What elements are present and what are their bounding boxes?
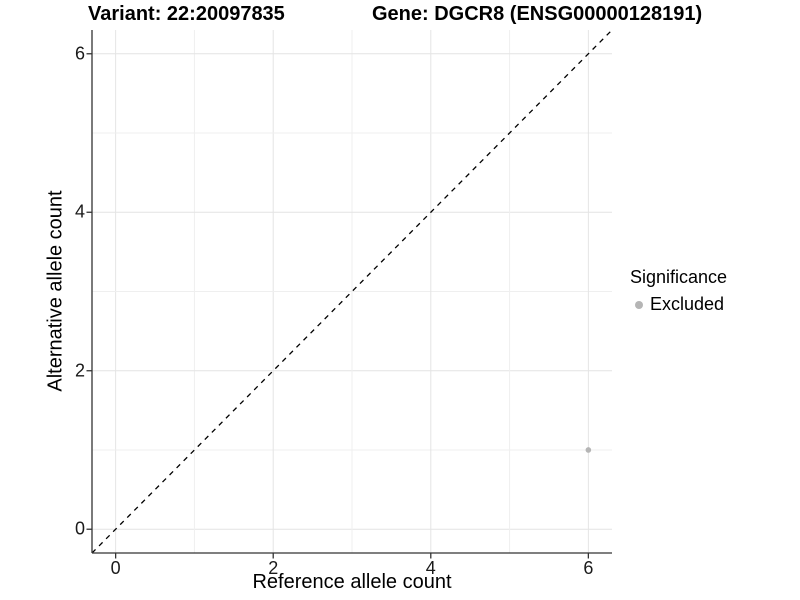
y-tick-label: 4	[74, 201, 85, 222]
plot-title-variant: Variant: 22:20097835	[88, 3, 285, 25]
y-axis-title: Alternative allele count	[44, 190, 67, 392]
x-tick-label: 6	[583, 558, 594, 578]
legend-title: Significance	[630, 267, 728, 287]
data-point	[585, 447, 592, 453]
y-tick-label: 6	[74, 43, 85, 64]
y-tick-label: 2	[74, 360, 85, 381]
legend: Significance Excluded	[630, 267, 727, 315]
legend-item-label: Excluded	[650, 294, 725, 314]
x-tick-label: 0	[110, 558, 121, 578]
x-axis-title: Reference allele count	[252, 571, 452, 593]
legend-point-icon	[635, 300, 643, 309]
y-tick-label: 0	[74, 518, 85, 539]
identity-line	[91, 29, 613, 554]
x-tick-label: 2	[268, 558, 279, 578]
x-tick-label: 4	[425, 558, 436, 578]
plot-title-gene: Gene: DGCR8 (ENSG00000128191)	[372, 3, 703, 25]
legend-item-excluded: Excluded	[630, 294, 727, 315]
